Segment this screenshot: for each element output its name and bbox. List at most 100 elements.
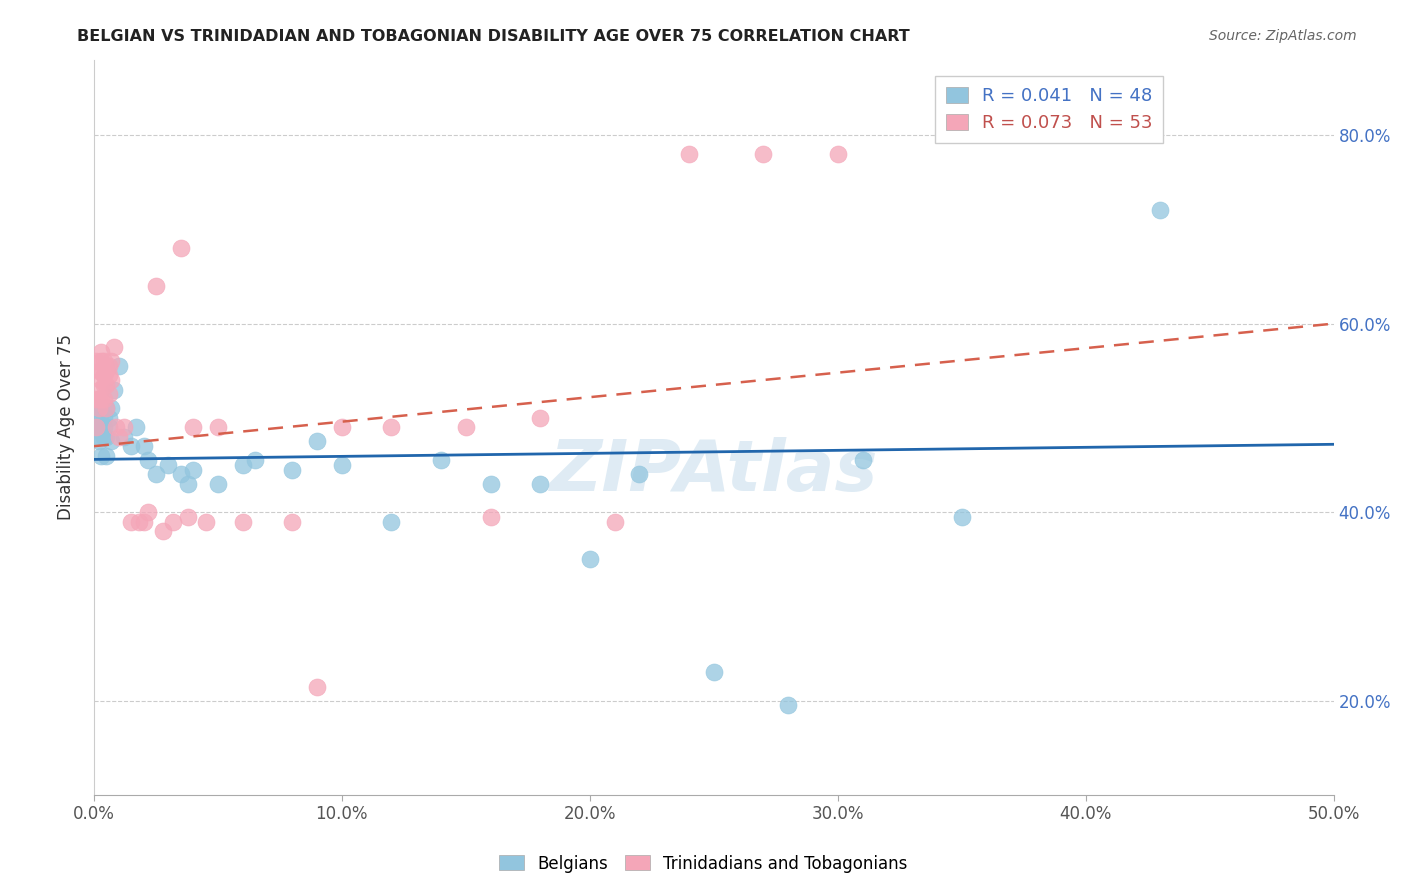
Point bbox=[93, 430, 115, 444]
Point bbox=[97, 411, 120, 425]
Point bbox=[120, 515, 142, 529]
Point bbox=[96, 449, 118, 463]
Point bbox=[93, 368, 115, 383]
Point bbox=[107, 359, 129, 373]
Point bbox=[107, 430, 129, 444]
Point bbox=[170, 467, 193, 482]
Point bbox=[138, 453, 160, 467]
Point bbox=[87, 420, 110, 434]
Point bbox=[87, 401, 110, 416]
Point bbox=[603, 515, 626, 529]
Point bbox=[177, 476, 200, 491]
Point bbox=[752, 147, 775, 161]
Point bbox=[93, 378, 115, 392]
Point bbox=[90, 449, 112, 463]
Point bbox=[162, 515, 184, 529]
Point bbox=[194, 515, 217, 529]
Point bbox=[93, 420, 115, 434]
Point bbox=[86, 420, 108, 434]
Point bbox=[90, 420, 112, 434]
Point bbox=[90, 364, 112, 378]
Point bbox=[97, 387, 120, 401]
Point bbox=[207, 420, 229, 434]
Point bbox=[90, 373, 112, 387]
Point bbox=[430, 453, 453, 467]
Point bbox=[105, 420, 128, 434]
Point bbox=[529, 411, 551, 425]
Point bbox=[87, 434, 110, 449]
Point bbox=[281, 515, 304, 529]
Point bbox=[132, 515, 155, 529]
Point bbox=[380, 515, 402, 529]
Point bbox=[380, 420, 402, 434]
Point bbox=[90, 425, 112, 439]
Point bbox=[103, 340, 125, 354]
Point bbox=[678, 147, 700, 161]
Point bbox=[307, 434, 329, 449]
Point bbox=[330, 420, 353, 434]
Point bbox=[207, 476, 229, 491]
Text: ZIPAtlas: ZIPAtlas bbox=[550, 437, 877, 506]
Point bbox=[86, 430, 108, 444]
Point bbox=[132, 439, 155, 453]
Point bbox=[87, 364, 110, 378]
Point bbox=[112, 430, 135, 444]
Point bbox=[827, 147, 849, 161]
Point bbox=[90, 392, 112, 406]
Point bbox=[97, 359, 120, 373]
Point bbox=[479, 509, 502, 524]
Point bbox=[100, 373, 122, 387]
Legend: Belgians, Trinidadians and Tobagonians: Belgians, Trinidadians and Tobagonians bbox=[492, 848, 914, 880]
Point bbox=[96, 401, 118, 416]
Point bbox=[86, 354, 108, 368]
Point bbox=[232, 458, 254, 472]
Point bbox=[87, 383, 110, 397]
Point bbox=[950, 509, 973, 524]
Point bbox=[152, 524, 174, 538]
Point bbox=[628, 467, 651, 482]
Point bbox=[90, 345, 112, 359]
Point bbox=[120, 439, 142, 453]
Point bbox=[181, 463, 204, 477]
Point bbox=[96, 430, 118, 444]
Point bbox=[281, 463, 304, 477]
Legend: R = 0.041   N = 48, R = 0.073   N = 53: R = 0.041 N = 48, R = 0.073 N = 53 bbox=[935, 76, 1163, 144]
Point bbox=[90, 406, 112, 420]
Point bbox=[454, 420, 477, 434]
Point bbox=[90, 354, 112, 368]
Point bbox=[112, 420, 135, 434]
Point bbox=[529, 476, 551, 491]
Point bbox=[87, 401, 110, 416]
Point bbox=[307, 680, 329, 694]
Point bbox=[128, 515, 150, 529]
Point bbox=[851, 453, 873, 467]
Point bbox=[97, 420, 120, 434]
Text: BELGIAN VS TRINIDADIAN AND TOBAGONIAN DISABILITY AGE OVER 75 CORRELATION CHART: BELGIAN VS TRINIDADIAN AND TOBAGONIAN DI… bbox=[77, 29, 910, 44]
Point bbox=[177, 509, 200, 524]
Point bbox=[181, 420, 204, 434]
Point bbox=[87, 392, 110, 406]
Point bbox=[170, 241, 193, 255]
Point bbox=[703, 665, 725, 680]
Point bbox=[103, 383, 125, 397]
Point bbox=[96, 378, 118, 392]
Text: Source: ZipAtlas.com: Source: ZipAtlas.com bbox=[1209, 29, 1357, 43]
Point bbox=[145, 467, 167, 482]
Point bbox=[1149, 203, 1171, 218]
Point bbox=[86, 392, 108, 406]
Y-axis label: Disability Age Over 75: Disability Age Over 75 bbox=[58, 334, 75, 520]
Point bbox=[97, 368, 120, 383]
Point bbox=[100, 434, 122, 449]
Point bbox=[100, 401, 122, 416]
Point bbox=[578, 552, 600, 566]
Point bbox=[96, 364, 118, 378]
Point bbox=[86, 411, 108, 425]
Point bbox=[157, 458, 180, 472]
Point bbox=[243, 453, 266, 467]
Point bbox=[93, 411, 115, 425]
Point bbox=[138, 505, 160, 519]
Point bbox=[479, 476, 502, 491]
Point bbox=[96, 401, 118, 416]
Point bbox=[125, 420, 148, 434]
Point bbox=[96, 359, 118, 373]
